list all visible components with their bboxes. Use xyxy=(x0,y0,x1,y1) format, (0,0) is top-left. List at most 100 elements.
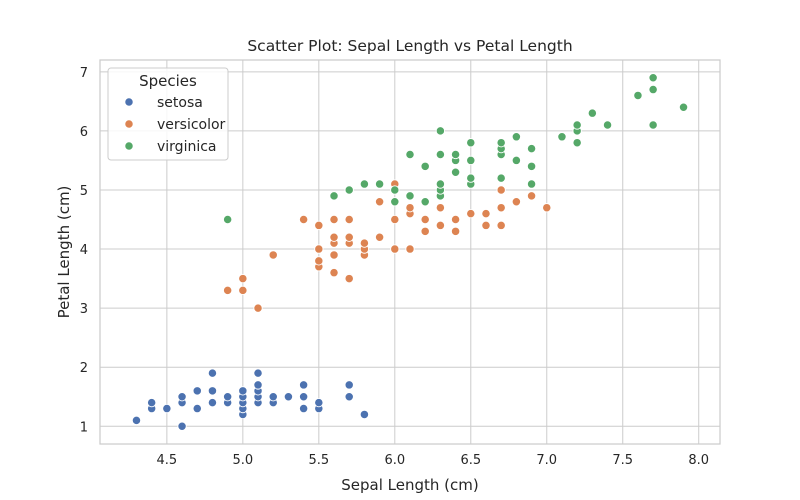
data-point-versicolor xyxy=(329,268,339,278)
data-point-setosa xyxy=(207,397,218,408)
data-point-versicolor xyxy=(329,232,339,242)
data-point-versicolor xyxy=(222,285,233,296)
legend-label-virginica: virginica xyxy=(157,139,217,155)
data-point-versicolor xyxy=(481,208,491,219)
data-point-virginica xyxy=(511,155,522,166)
data-point-versicolor xyxy=(466,208,476,219)
data-point-versicolor xyxy=(238,273,248,284)
data-point-virginica xyxy=(678,102,689,112)
data-point-virginica xyxy=(405,191,415,201)
data-point-virginica xyxy=(602,120,613,130)
legend-marker-setosa xyxy=(124,97,134,107)
data-point-setosa xyxy=(192,386,202,396)
data-point-versicolor xyxy=(390,244,400,254)
data-point-virginica xyxy=(526,143,537,154)
data-point-setosa xyxy=(207,386,218,396)
plot-frame xyxy=(99,59,721,445)
data-point-setosa xyxy=(253,380,263,390)
data-point-virginica xyxy=(572,138,582,148)
y-tick-label: 7 xyxy=(80,66,88,81)
data-point-setosa xyxy=(253,368,263,378)
data-point-virginica xyxy=(466,138,476,148)
x-tick-label: 5.0 xyxy=(232,453,253,468)
data-point-virginica xyxy=(420,161,430,171)
data-point-setosa xyxy=(268,392,278,402)
y-tick-label: 5 xyxy=(80,184,88,199)
data-point-versicolor xyxy=(344,214,354,225)
data-point-virginica xyxy=(572,120,582,130)
data-point-virginica xyxy=(648,120,658,130)
data-point-virginica xyxy=(435,179,446,189)
data-point-setosa xyxy=(283,392,294,402)
legend-label-setosa: setosa xyxy=(157,95,203,111)
data-point-setosa xyxy=(359,409,370,420)
legend: Species setosa versicolor virginica xyxy=(107,67,229,161)
data-point-versicolor xyxy=(329,250,339,260)
x-tick-label: 6.0 xyxy=(384,453,405,468)
data-point-versicolor xyxy=(420,214,430,225)
data-point-versicolor xyxy=(374,232,385,242)
data-point-setosa xyxy=(344,392,354,402)
data-point-virginica xyxy=(557,132,567,142)
x-tick-label: 4.5 xyxy=(157,453,178,468)
data-point-versicolor xyxy=(450,226,461,236)
data-point-versicolor xyxy=(526,191,537,201)
data-point-setosa xyxy=(207,368,218,378)
data-point-virginica xyxy=(435,149,446,160)
data-point-setosa xyxy=(314,397,324,408)
x-tick-label: 6.5 xyxy=(460,453,481,468)
data-point-versicolor xyxy=(268,250,278,260)
data-point-virginica xyxy=(344,185,354,195)
data-point-virginica xyxy=(374,179,385,189)
data-point-versicolor xyxy=(253,303,263,313)
data-point-virginica xyxy=(390,197,400,207)
data-point-virginica xyxy=(466,173,476,183)
data-point-virginica xyxy=(511,132,522,142)
data-point-versicolor xyxy=(496,185,506,195)
y-tick-label: 1 xyxy=(80,420,88,435)
data-point-versicolor xyxy=(314,220,324,231)
data-point-setosa xyxy=(298,403,309,414)
y-tick-label: 4 xyxy=(80,243,88,258)
data-point-setosa xyxy=(177,421,187,431)
data-point-virginica xyxy=(587,108,598,118)
data-point-virginica xyxy=(450,167,461,177)
data-point-setosa xyxy=(298,380,309,390)
data-point-versicolor xyxy=(405,203,415,213)
data-point-versicolor xyxy=(435,220,446,231)
x-tick-label: 7.5 xyxy=(612,453,633,468)
data-point-virginica xyxy=(405,149,415,160)
y-tick-label: 3 xyxy=(80,302,88,317)
grid xyxy=(100,60,720,444)
data-point-versicolor xyxy=(435,203,446,213)
data-point-versicolor xyxy=(420,226,430,236)
data-point-virginica xyxy=(435,126,446,136)
data-point-versicolor xyxy=(359,238,370,248)
chart-title: Scatter Plot: Sepal Length vs Petal Leng… xyxy=(247,37,572,55)
y-tick-label: 6 xyxy=(80,125,88,140)
data-point-versicolor xyxy=(344,273,354,284)
data-point-virginica xyxy=(496,173,506,183)
data-point-versicolor xyxy=(314,256,324,266)
data-point-virginica xyxy=(496,138,506,148)
data-point-versicolor xyxy=(344,232,354,242)
data-point-setosa xyxy=(131,415,142,426)
data-point-virginica xyxy=(633,90,643,101)
data-point-versicolor xyxy=(450,214,461,225)
x-axis-ticks: 4.5 5.0 5.5 6.0 6.5 7.0 7.5 8.0 xyxy=(157,453,710,468)
data-point-versicolor xyxy=(329,214,339,225)
data-point-setosa xyxy=(344,380,354,390)
data-point-versicolor xyxy=(374,197,385,207)
data-point-virginica xyxy=(390,185,400,195)
data-point-versicolor xyxy=(481,220,491,231)
data-point-virginica xyxy=(359,179,370,189)
data-point-setosa xyxy=(238,386,248,396)
y-axis-label: Petal Length (cm) xyxy=(55,186,73,319)
data-point-versicolor xyxy=(390,214,400,225)
legend-items: setosa versicolor virginica xyxy=(124,95,226,155)
x-axis-label: Sepal Length (cm) xyxy=(341,476,478,494)
legend-box xyxy=(107,67,229,161)
data-point-versicolor xyxy=(298,214,309,225)
data-point-virginica xyxy=(648,84,658,95)
